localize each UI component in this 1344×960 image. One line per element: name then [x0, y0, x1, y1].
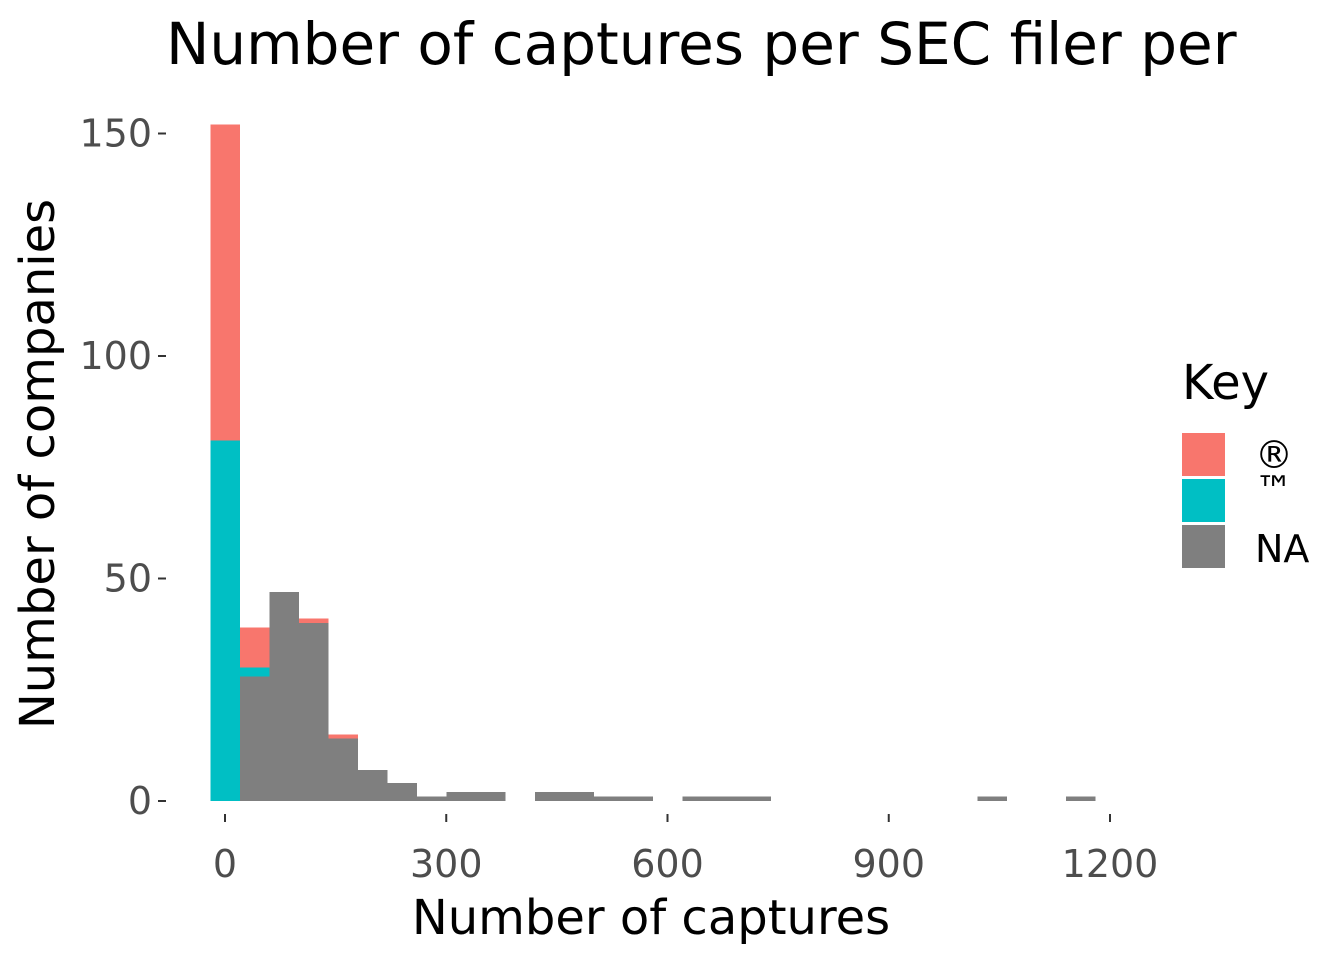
bar-NA-bin-320	[446, 792, 476, 801]
legend-key-label: NA	[1255, 527, 1309, 571]
bar-NA-bin-560	[623, 796, 653, 801]
bar-NA-bin-680	[711, 796, 742, 801]
bar-NA-bin-80	[269, 591, 299, 801]
y-axis: 0 50 100 150	[79, 112, 166, 823]
chart-title: Number of captures per SEC filer per	[166, 10, 1237, 78]
bar-NA-bin-1040	[977, 796, 1007, 801]
bar-®-bin-0	[210, 124, 240, 441]
legend-key-swatch	[1182, 479, 1225, 522]
bar-NA-bin-360	[475, 792, 506, 801]
y-tick-label: 0	[128, 779, 152, 823]
bar-®-bin-120	[298, 618, 329, 623]
x-axis-title: Number of captures	[412, 890, 890, 946]
legend-key-swatch	[1182, 525, 1225, 568]
bar-NA-bin-640	[682, 796, 712, 801]
bar-®-bin-160	[328, 734, 358, 739]
x-tick-label: 1200	[1062, 842, 1159, 886]
bar-NA-bin-720	[741, 796, 771, 801]
legend-key-label: ™	[1255, 468, 1293, 512]
x-axis: 0 300 600 900 1200	[213, 814, 1158, 886]
x-tick-label: 0	[213, 842, 237, 886]
bar-NA-bin-40	[239, 676, 270, 801]
bar-NA-bin-520	[593, 796, 624, 801]
legend-title: Key	[1182, 355, 1269, 411]
y-tick-label: 100	[79, 334, 152, 378]
legend-key-swatch	[1182, 433, 1225, 476]
bar-NA-bin-120	[298, 623, 329, 801]
y-tick-label: 50	[104, 557, 152, 601]
bar-NA-bin-1160	[1065, 796, 1096, 801]
x-tick-label: 600	[631, 842, 704, 886]
bar-NA-bin-440	[534, 792, 565, 801]
bar-NA-bin-280	[416, 796, 447, 801]
bar-™-bin-40	[239, 667, 270, 677]
bar-®-bin-40	[239, 627, 270, 668]
y-tick-label: 150	[79, 112, 152, 156]
y-axis-title: Number of companies	[10, 199, 66, 729]
bar-NA-bin-160	[328, 738, 358, 801]
bar-NA-bin-480	[564, 792, 594, 801]
legend: Key ®™ NA	[1182, 355, 1309, 571]
legend-key-label: ®	[1255, 433, 1293, 477]
x-tick-label: 300	[410, 842, 483, 886]
bar-™-bin-0	[210, 440, 240, 801]
x-tick-label: 900	[852, 842, 925, 886]
bar-NA-bin-200	[357, 769, 388, 801]
bars-group	[210, 124, 1096, 801]
bar-NA-bin-240	[387, 783, 417, 801]
